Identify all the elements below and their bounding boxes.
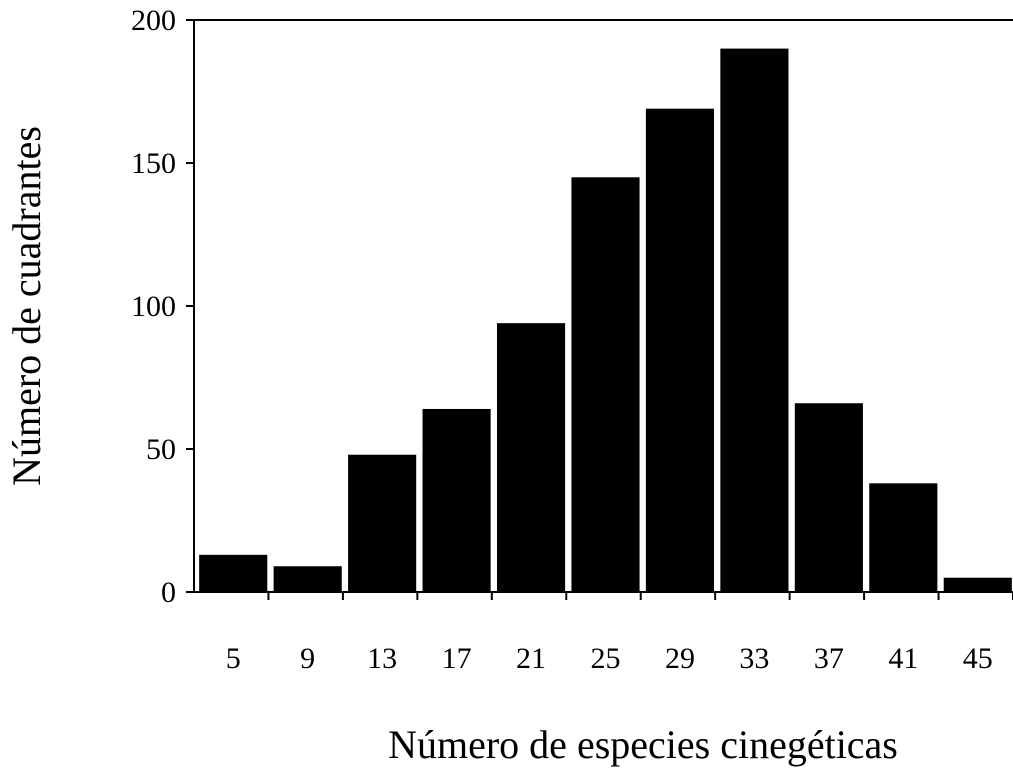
x-tick-label-29: 29: [665, 642, 695, 675]
y-tick-label-0: 0: [161, 576, 176, 609]
x-tick-label-37: 37: [814, 642, 844, 675]
x-tick-label-13: 13: [367, 642, 397, 675]
bar-9: [273, 566, 342, 592]
y-tick-label-50: 50: [146, 433, 176, 466]
bar-5: [199, 554, 268, 592]
y-axis-title: Número de cuadrantes: [4, 126, 49, 486]
y-tick-label-150: 150: [131, 147, 176, 180]
y-tick-label-100: 100: [131, 290, 176, 323]
x-axis-title: Número de especies cinegéticas: [388, 722, 898, 767]
y-tick-label-200: 200: [131, 4, 176, 37]
bar-25: [571, 177, 640, 593]
x-tick-label-5: 5: [226, 642, 241, 675]
x-tick-label-9: 9: [300, 642, 315, 675]
bar-41: [869, 483, 938, 592]
bar-21: [496, 323, 566, 592]
x-tick-label-41: 41: [888, 642, 918, 675]
bar-37: [794, 403, 863, 592]
x-ticks-group: 5 9 13 17 21 25 29 33 37 41 45: [226, 592, 1013, 675]
bar-29: [645, 108, 715, 592]
x-tick-label-45: 45: [963, 642, 993, 675]
x-tick-label-33: 33: [739, 642, 769, 675]
x-tick-label-21: 21: [516, 642, 546, 675]
y-ticks-group: 0 50 100 150 200: [131, 4, 194, 609]
bar-45: [943, 577, 1012, 592]
x-tick-label-17: 17: [442, 642, 472, 675]
x-tick-label-25: 25: [591, 642, 621, 675]
bar-17: [422, 408, 491, 592]
bars-group: [199, 48, 1012, 593]
bar-33: [720, 48, 789, 593]
bar-13: [348, 454, 417, 592]
